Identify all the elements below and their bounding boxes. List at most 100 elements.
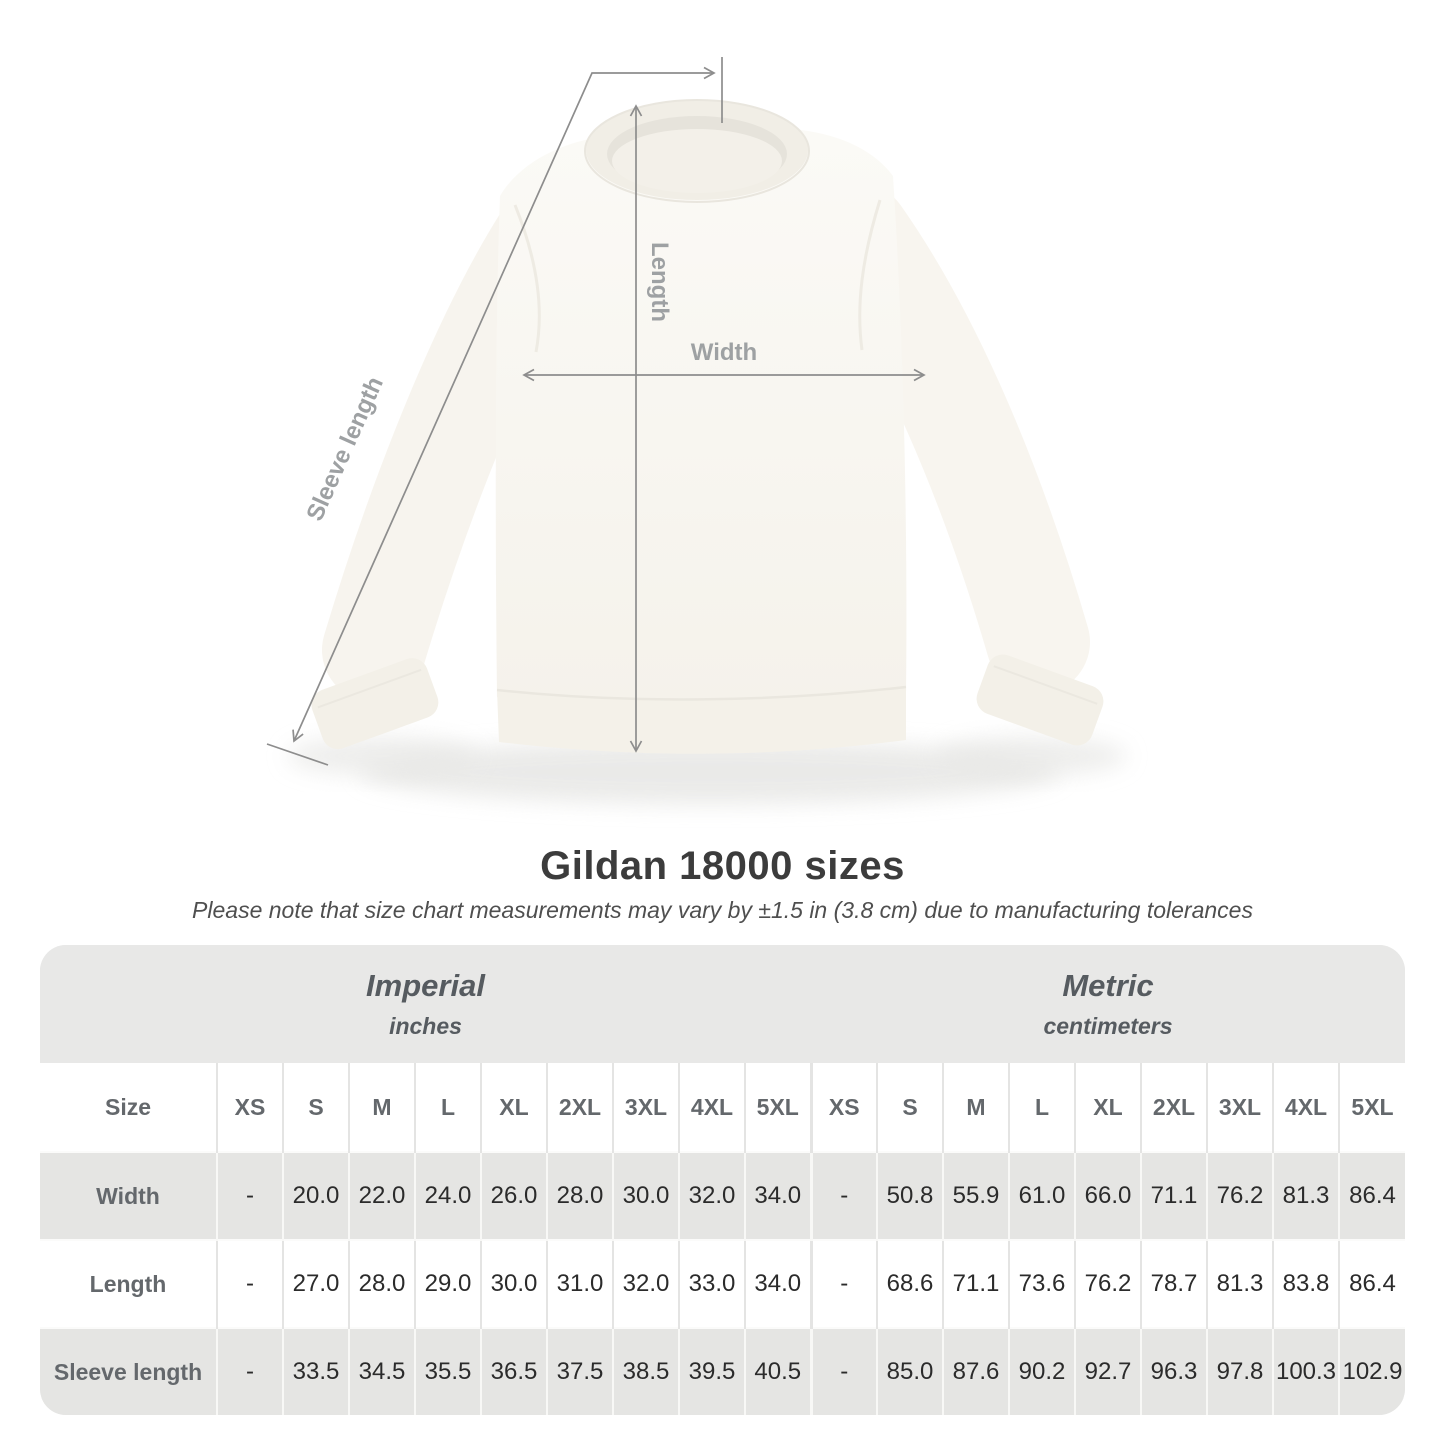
value-cell: 50.8	[876, 1151, 943, 1240]
size-header-cell: XL	[480, 1063, 547, 1152]
value-cell: 90.2	[1008, 1327, 1075, 1415]
size-header-cell: XS	[809, 1063, 877, 1152]
length-label: Length	[646, 242, 673, 322]
size-header-cell: 3XL	[1206, 1063, 1273, 1152]
value-cell: 28.0	[546, 1151, 613, 1240]
size-header-cell: S	[876, 1063, 943, 1152]
value-cell: -	[809, 1151, 877, 1240]
unit-band-row: Imperial inches Metric centimeters	[40, 945, 1405, 1063]
value-cell: 38.5	[612, 1327, 679, 1415]
value-cell: 24.0	[414, 1151, 481, 1240]
value-cell: -	[216, 1239, 283, 1328]
row-label-cell: Length	[40, 1239, 217, 1328]
value-cell: 92.7	[1074, 1327, 1141, 1415]
sweatshirt-illustration: Width Length Sleeve length	[266, 57, 1127, 804]
value-cell: 86.4	[1338, 1239, 1405, 1328]
value-cell: 85.0	[876, 1327, 943, 1415]
value-cell: 30.0	[612, 1151, 679, 1240]
value-cell: 20.0	[282, 1151, 349, 1240]
size-header-cell: 5XL	[744, 1063, 811, 1152]
value-cell: 97.8	[1206, 1327, 1273, 1415]
value-cell: 66.0	[1074, 1151, 1141, 1240]
metric-band: Metric centimeters	[811, 945, 1405, 1063]
value-cell: 36.5	[480, 1327, 547, 1415]
value-cell: 26.0	[480, 1151, 547, 1240]
size-header-cell: 4XL	[1272, 1063, 1339, 1152]
value-cell: 32.0	[678, 1151, 745, 1240]
value-cell: 22.0	[348, 1151, 415, 1240]
value-cell: 61.0	[1008, 1151, 1075, 1240]
metric-unit: centimeters	[1043, 1013, 1173, 1039]
value-cell: 29.0	[414, 1239, 481, 1328]
value-cell: 86.4	[1338, 1151, 1405, 1240]
value-cell: 81.3	[1272, 1151, 1339, 1240]
size-header-cell: 4XL	[678, 1063, 745, 1152]
sweatshirt-collar	[584, 99, 810, 203]
size-header-cell: 2XL	[546, 1063, 613, 1152]
value-cell: 34.0	[744, 1239, 811, 1328]
size-header-cell: S	[282, 1063, 349, 1152]
size-header-cell: M	[348, 1063, 415, 1152]
value-cell: 78.7	[1140, 1239, 1207, 1328]
table-row: Length -27.0 28.0 29.0 30.0 31.0 32.0 33.0 34.0-…	[40, 1239, 1405, 1328]
value-cell: 30.0	[480, 1239, 547, 1328]
size-table: Imperial inches Metric centimeters Size X…	[40, 945, 1405, 1415]
value-cell: 100.3	[1272, 1327, 1339, 1415]
value-cell: 71.1	[1140, 1151, 1207, 1240]
cuff-tick	[266, 743, 329, 766]
value-cell: 31.0	[546, 1239, 613, 1328]
imperial-unit: inches	[389, 1013, 462, 1039]
value-cell: 81.3	[1206, 1239, 1273, 1328]
value-cell: 76.2	[1074, 1239, 1141, 1328]
value-cell: -	[216, 1327, 283, 1415]
size-header-cell: 5XL	[1338, 1063, 1405, 1152]
value-cell: 68.6	[876, 1239, 943, 1328]
tolerance-note: Please note that size chart measurements…	[192, 897, 1253, 923]
value-cell: 35.5	[414, 1327, 481, 1415]
value-cell: 34.5	[348, 1327, 415, 1415]
width-label: Width	[691, 339, 757, 366]
value-cell: 33.0	[678, 1239, 745, 1328]
value-cell: 40.5	[744, 1327, 811, 1415]
value-cell: 34.0	[744, 1151, 811, 1240]
table-row: Sleeve length -33.5 34.5 35.5 36.5 37.5 38.5 39…	[40, 1327, 1405, 1415]
size-header-cell: 3XL	[612, 1063, 679, 1152]
value-cell: 55.9	[942, 1151, 1009, 1240]
size-header-cell: XL	[1074, 1063, 1141, 1152]
value-cell: 39.5	[678, 1327, 745, 1415]
value-cell: 33.5	[282, 1327, 349, 1415]
value-cell: -	[216, 1151, 283, 1240]
sweatshirt-body	[495, 129, 907, 708]
value-cell: 102.9	[1338, 1327, 1405, 1415]
size-header-cell: M	[942, 1063, 1009, 1152]
value-cell: 76.2	[1206, 1151, 1273, 1240]
imperial-label: Imperial	[366, 968, 485, 1003]
size-table-body: Width -20.0 22.0 24.0 26.0 28.0 30.0 32.0 34.0-5…	[40, 1151, 1405, 1415]
value-cell: 32.0	[612, 1239, 679, 1328]
value-cell: 73.6	[1008, 1239, 1075, 1328]
size-header-cell: L	[414, 1063, 481, 1152]
value-cell: 83.8	[1272, 1239, 1339, 1328]
row-label-cell: Width	[40, 1151, 217, 1240]
sleeve-length-line	[292, 66, 716, 743]
row-label-cell: Sleeve length	[40, 1327, 217, 1415]
size-chart-table: Imperial inches Metric centimeters Size X…	[40, 945, 1405, 1415]
size-header-row: Size XS S M L XL 2XL 3XL 4XL 5XL XS S M L XL 2XL 3XL 4XL 5…	[40, 1063, 1405, 1152]
imperial-band: Imperial inches	[40, 945, 811, 1063]
size-corner-header: Size	[40, 1063, 217, 1152]
size-header-cell: L	[1008, 1063, 1075, 1152]
value-cell: -	[809, 1327, 877, 1415]
page-title: Gildan 18000 sizes	[540, 844, 905, 888]
value-cell: 87.6	[942, 1327, 1009, 1415]
metric-label: Metric	[1062, 968, 1154, 1003]
value-cell: 27.0	[282, 1239, 349, 1328]
garment-measurement-diagram: Width Length Sleeve length	[266, 57, 1127, 804]
value-cell: 28.0	[348, 1239, 415, 1328]
size-header-cell: XS	[216, 1063, 283, 1152]
value-cell: 96.3	[1140, 1327, 1207, 1415]
value-cell: -	[809, 1239, 877, 1328]
value-cell: 71.1	[942, 1239, 1009, 1328]
measurement-lines	[266, 57, 926, 766]
table-row: Width -20.0 22.0 24.0 26.0 28.0 30.0 32.0 34.0-5…	[40, 1151, 1405, 1240]
